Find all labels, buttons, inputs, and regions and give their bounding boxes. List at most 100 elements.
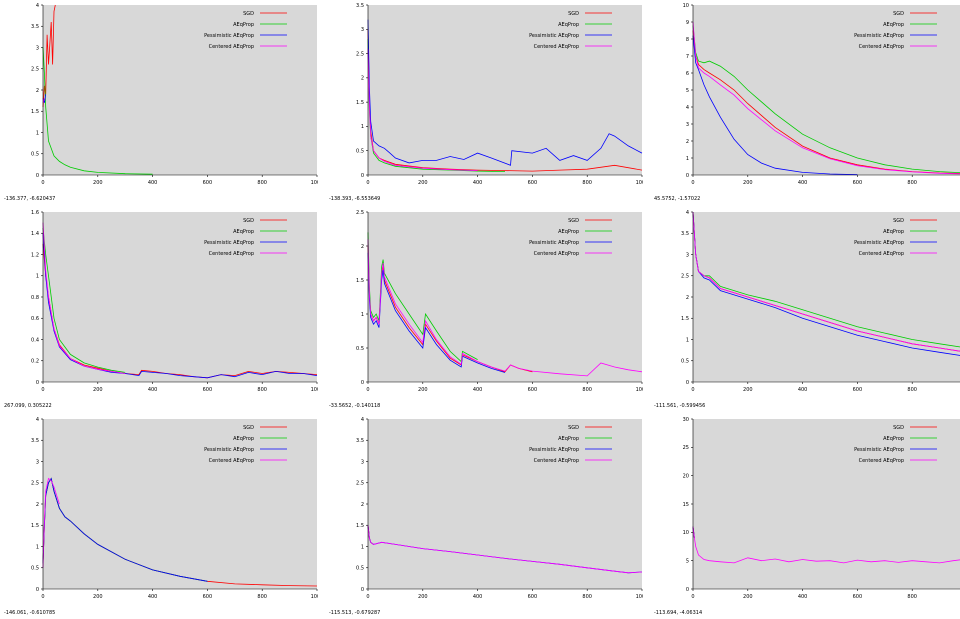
y-tick-label: 3 — [36, 45, 39, 51]
x-tick-label: 600 — [853, 594, 863, 600]
plot-area — [693, 5, 960, 175]
y-tick-label: 0.5 — [356, 149, 364, 155]
y-tick-label: 1.5 — [356, 100, 364, 106]
y-tick-label: 1 — [686, 156, 689, 162]
x-tick-label: 1000 — [636, 594, 643, 600]
coordinate-readout: -33.5652, -0.140118 — [329, 403, 381, 409]
x-tick-label: 0 — [366, 180, 369, 186]
x-tick-label: 800 — [582, 180, 592, 186]
series-line-pessimistic-aeqprop — [367, 19, 643, 166]
y-tick-label: 4 — [36, 417, 39, 423]
x-tick-label: 0 — [366, 594, 369, 600]
legend-label: SGD — [243, 425, 254, 431]
y-tick-label: 1.2 — [31, 252, 39, 258]
y-tick-label: 0 — [361, 173, 364, 179]
legend-label: Pessimistic AEqProp — [529, 33, 579, 39]
y-tick-label: 2 — [36, 502, 39, 508]
y-tick-label: 5 — [686, 558, 689, 564]
coordinate-readout: -138.393, -6.553649 — [329, 196, 381, 202]
legend-label: SGD — [568, 11, 579, 17]
x-tick-label: 400 — [798, 594, 808, 600]
y-tick-label: 8 — [686, 37, 689, 43]
legend-label: SGD — [243, 218, 254, 224]
legend-label: Pessimistic AEqProp — [854, 447, 904, 453]
x-tick-label: 200 — [743, 387, 753, 393]
x-tick-label: 0 — [41, 387, 44, 393]
x-tick-label: 600 — [528, 180, 538, 186]
x-tick-label: 1000 — [636, 387, 643, 393]
y-tick-label: 7 — [686, 54, 689, 60]
legend-label: SGD — [243, 11, 254, 17]
x-tick-label: 200 — [418, 594, 428, 600]
chart-panel-9: 05101520253002004006008001000SGDAEqPropP… — [650, 414, 960, 618]
x-tick-label: 0 — [691, 387, 694, 393]
chart-panel-6: 00.511.522.533.5402004006008001000SGDAEq… — [650, 207, 960, 411]
x-tick-label: 600 — [203, 594, 213, 600]
x-tick-label: 800 — [582, 594, 592, 600]
chart-panel-8: 0 0.5 1 1.5 2 2.5 3 3.5 4 0 200 400 600 800 1000 SGD AEq… — [325, 414, 643, 618]
y-tick-label: 3.5 — [356, 438, 364, 444]
plot-area — [368, 5, 642, 175]
y-tick-label: 0 — [361, 380, 364, 386]
x-tick-label: 0 — [691, 180, 694, 186]
y-tick-label: 1 — [686, 337, 689, 343]
y-tick-label: 2.5 — [681, 274, 689, 280]
y-tick-label: 1.6 — [31, 210, 39, 216]
chart-svg-9: 05101520253002004006008001000SGDAEqPropP… — [683, 417, 960, 600]
y-tick-label: 3.5 — [681, 231, 689, 237]
chart-panel-1: 0 0.5 1 1.5 2 2.5 3 3.5 4 0 200 400 600 800 1000 SGD AEq… — [0, 0, 318, 204]
y-tick-label: 2 — [686, 295, 689, 301]
series-line-centered-aeqprop — [692, 211, 960, 352]
chart-svg-2: 0 0.5 1 1.5 2 2.5 3 3.5 0 200 400 600 800 1000 SGD AEqP… — [356, 3, 643, 186]
legend-label: Pessimistic AEqProp — [204, 240, 254, 246]
y-tick-label: 6 — [686, 71, 689, 77]
plot-area — [43, 419, 317, 589]
y-tick-label: 3 — [36, 459, 39, 465]
y-tick-label: 0.6 — [31, 316, 39, 322]
x-tick-label: 200 — [743, 594, 753, 600]
legend-label: AEqProp — [558, 229, 579, 235]
y-tick-label: 1.5 — [31, 523, 39, 529]
legend-label: Centered AEqProp — [534, 44, 579, 50]
x-tick-label: 600 — [203, 180, 213, 186]
y-tick-label: 0 — [36, 380, 39, 386]
chart-panel-2: 0 0.5 1 1.5 2 2.5 3 3.5 0 200 400 600 800 1000 SGD AEqP… — [325, 0, 643, 204]
x-tick-label: 0 — [366, 387, 369, 393]
x-tick-label: 400 — [473, 387, 483, 393]
legend-label: Centered AEqProp — [534, 251, 579, 257]
x-tick-label: 800 — [907, 594, 917, 600]
series-line-aeqprop — [367, 232, 478, 363]
y-tick-label: 1 — [361, 124, 364, 130]
y-tick-label: 2.5 — [31, 67, 39, 73]
y-tick-label: 2 — [36, 88, 39, 94]
legend-label: Centered AEqProp — [209, 44, 254, 50]
y-tick-label: 0.2 — [31, 359, 39, 365]
y-tick-label: 2 — [686, 139, 689, 145]
series-line-pessimistic-aeqprop — [42, 477, 208, 582]
y-tick-label: 1 — [36, 544, 39, 550]
x-tick-label: 400 — [798, 180, 808, 186]
y-tick-label: 4 — [36, 3, 39, 9]
legend-label: SGD — [893, 218, 904, 224]
plot-area — [368, 212, 642, 382]
x-tick-label: 800 — [907, 180, 917, 186]
x-tick-label: 800 — [257, 387, 267, 393]
legend-label: AEqProp — [233, 22, 254, 28]
x-tick-label: 1000 — [311, 594, 318, 600]
coordinate-readout: -146.061, -0.610785 — [4, 610, 56, 616]
legend-label: AEqProp — [883, 22, 904, 28]
y-tick-label: 2.5 — [31, 481, 39, 487]
x-tick-label: 1000 — [636, 180, 643, 186]
x-tick-label: 600 — [203, 387, 213, 393]
legend-label: AEqProp — [233, 436, 254, 442]
series-line-pessimistic-aeqprop — [692, 211, 960, 356]
x-tick-label: 0 — [691, 594, 694, 600]
y-tick-label: 5 — [686, 88, 689, 94]
x-tick-label: 200 — [418, 387, 428, 393]
y-tick-label: 3 — [361, 27, 364, 33]
chart-svg-5: 0 0.5 1 1.5 2 2.5 0 200 400 600 800 1000 SGD AEqProp P… — [356, 210, 643, 393]
series-line-aeqprop — [692, 25, 960, 174]
legend-label: Pessimistic AEqProp — [204, 447, 254, 453]
x-tick-label: 600 — [528, 387, 538, 393]
